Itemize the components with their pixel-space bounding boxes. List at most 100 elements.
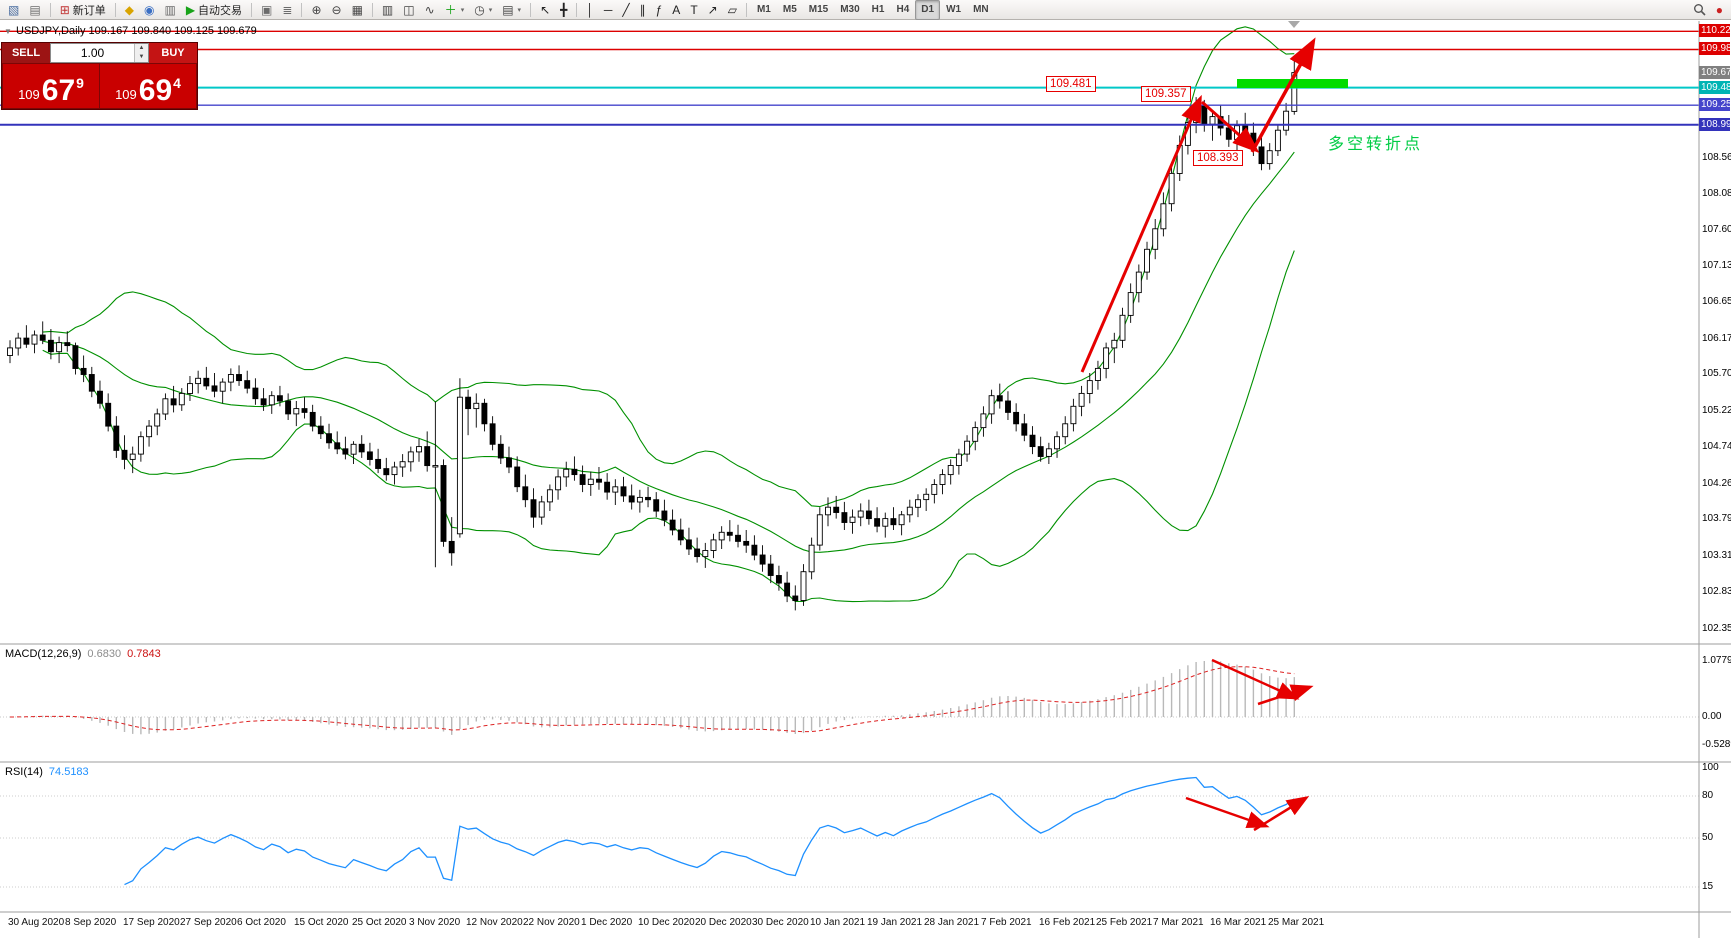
price-axis-tick: 105.220 [1702,405,1731,416]
channel-icon[interactable]: ∥ [639,2,646,17]
object-list-icon[interactable]: ≣ [282,2,293,17]
date-axis-label: 7 Mar 2021 [1153,917,1204,928]
price-axis-tick: 108.080 [1702,188,1731,199]
market-watch-icon[interactable]: ◉ [143,2,155,17]
crosshair-icon[interactable]: ╋ [560,2,568,17]
profiles-icon[interactable]: ▤ [29,2,41,17]
line-chart-icon[interactable]: ∿ [424,2,435,17]
timeframe-m30-button[interactable]: M30 [840,4,860,15]
vertical-line-icon[interactable]: │ [586,2,594,17]
date-axis-label: 30 Dec 2020 [752,917,809,928]
price-axis-tick: 107.130 [1702,260,1731,271]
sell-price-box[interactable]: 109 67 9 [3,64,99,108]
price-annotation-label[interactable]: 109.481 [1046,76,1096,92]
timeframe-mn-button[interactable]: MN [973,4,989,15]
new-chart-icon[interactable]: ▧ [8,2,20,17]
price-line-label: 109.250 [1699,98,1731,111]
one-click-collapse-icon[interactable]: ▼ [4,27,12,36]
price-axis-tick: 103.790 [1702,513,1731,524]
price-axis-tick: 106.650 [1702,296,1731,307]
trend-arrow[interactable] [1253,796,1310,832]
tile-windows-icon[interactable]: ▦ [351,2,363,17]
label-icon[interactable]: T [690,2,698,17]
zoom-in-icon[interactable]: ⊕ [311,2,322,17]
sell-price-pip: 9 [76,75,84,91]
toolbar: ▧ ▤ ⊞ 新订单 ◆ ◉ ▥ ▶ 自动交易 ▣ ≣ ⊕ ⊖ ▦ ▥ ◫ ∿ ＋ ▾ ◷ ▾ ▤ ▾ ↖ ╋ │ ─ ╱ ∥ ƒ A T ↗ ▱ M… [0,0,1731,20]
trend-arrow[interactable] [1257,684,1314,706]
volume-field[interactable]: 1.00 ▲ ▼ [50,43,149,63]
timeframe-m1-button[interactable]: M1 [756,4,771,15]
time-axis[interactable]: 30 Aug 2020 8 Sep 2020 17 Sep 2020 27 Sep 2… [0,912,1699,938]
turning-point-annotation[interactable]: 多空转折点 [1328,136,1424,153]
navigator-icon[interactable]: ▥ [164,2,176,17]
chart-shift-marker[interactable] [1288,21,1300,28]
main-plot [7,26,1298,611]
date-axis-label: 1 Dec 2020 [581,917,633,928]
bar-chart-icon[interactable]: ▥ [381,2,394,17]
buy-price-prefix: 109 [115,87,137,103]
sell-price-big: 67 [41,73,76,107]
toolbar-separator [371,2,373,17]
toolbar-separator [745,2,747,17]
date-axis-label: 16 Feb 2021 [1039,917,1096,928]
cursor-icon[interactable]: ↖ [540,2,551,17]
symbol-ohlc-line: USDJPY,Daily 109.167 109.840 109.125 109… [16,25,257,37]
macd-axis-label: 1.0779 [1702,655,1731,666]
price-axis-tick: 102.830 [1702,586,1731,597]
price-axis-tick: 106.170 [1702,333,1731,344]
timeframe-w1-button[interactable]: W1 [946,4,962,15]
price-line-label: 109.679 [1699,66,1731,79]
sell-button[interactable]: SELL [2,43,50,63]
indicators-icon[interactable]: ＋ ▾ [444,2,465,17]
new-order-button[interactable]: ⊞ 新订单 [59,2,106,17]
timeframe-m5-button[interactable]: M5 [782,4,797,15]
rsi-axis-label: 15 [1702,881,1714,892]
price-axis[interactable]: 108.560 108.080 107.600 107.130 106.650 106.1… [1699,0,1731,938]
trend-arrow[interactable] [1250,37,1316,153]
text-icon[interactable]: A [672,2,681,17]
fibonacci-icon[interactable]: ƒ [655,2,663,17]
price-axis-tick: 103.310 [1702,550,1731,561]
candlestick-chart-icon[interactable]: ◫ [403,2,415,17]
trend-arrow[interactable] [1211,658,1300,700]
periods-icon[interactable]: ◷ ▾ [474,2,493,17]
date-axis-label: 25 Oct 2020 [352,917,407,928]
trendline-icon[interactable]: ╱ [622,2,630,17]
metaeditor-icon[interactable]: ◆ [124,2,134,17]
timeframe-h1-button[interactable]: H1 [871,4,885,15]
rsi-axis-label: 80 [1702,790,1714,801]
volume-up-button[interactable]: ▲ [135,44,148,53]
date-axis-label: 3 Nov 2020 [409,917,461,928]
arrows-icon[interactable]: ↗ [707,2,718,17]
date-axis-label: 12 Nov 2020 [466,917,523,928]
candles [7,60,1298,611]
volume-value[interactable]: 1.00 [80,46,105,60]
bollinger-upper-band [42,26,1295,508]
timeframe-d1-button[interactable]: D1 [915,0,941,20]
rsi-value: 74.5183 [48,766,89,778]
green-level-bar[interactable] [1237,79,1348,88]
date-axis-label: 16 Mar 2021 [1210,917,1267,928]
trend-arrow[interactable] [1080,94,1202,373]
buy-button[interactable]: BUY [149,43,197,63]
horizontal-line-icon[interactable]: ─ [603,2,613,17]
buy-price-box[interactable]: 109 69 4 [100,64,196,108]
price-annotation-label[interactable]: 108.393 [1193,150,1243,166]
search-icon[interactable] [1688,0,1711,20]
timeframe-h4-button[interactable]: H4 [896,4,910,15]
trend-arrow[interactable] [1185,796,1270,829]
data-window-icon[interactable]: ▣ [261,2,273,17]
date-axis-label: 22 Nov 2020 [523,917,580,928]
templates-icon[interactable]: ▤ ▾ [502,2,522,17]
date-axis-label: 20 Dec 2020 [695,917,752,928]
timeframe-m15-button[interactable]: M15 [808,4,829,15]
autotrading-button[interactable]: ▶ 自动交易 [185,2,243,17]
volume-down-button[interactable]: ▼ [135,53,148,62]
trend-arrow[interactable] [1201,100,1260,153]
shapes-icon[interactable]: ▱ [727,2,737,17]
zoom-out-icon[interactable]: ⊖ [331,2,342,17]
community-icon[interactable]: ● [1715,2,1723,17]
price-annotation-label[interactable]: 109.357 [1141,86,1191,102]
macd-indicator-label: MACD(12,26,9) 0.6830 0.7843 [5,648,161,660]
